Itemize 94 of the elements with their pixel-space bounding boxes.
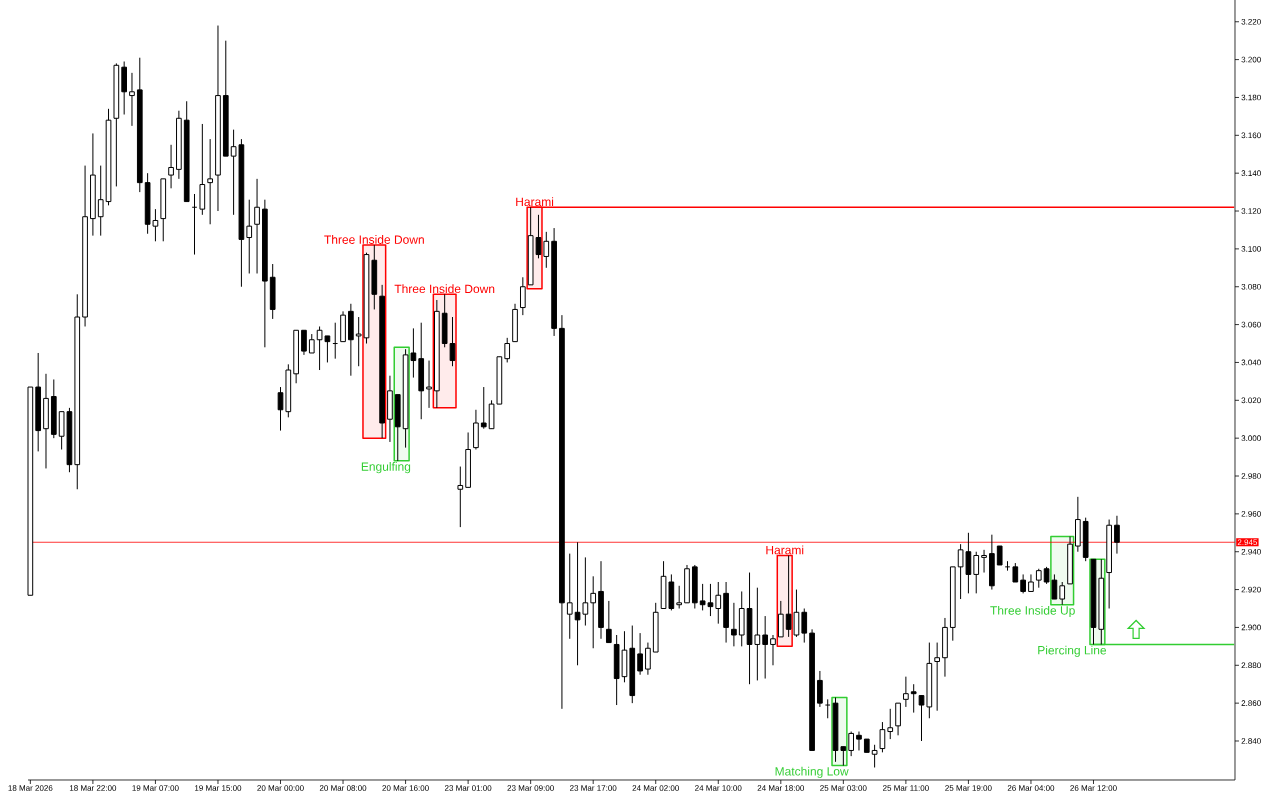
y-tick-label: 2.920 (1241, 586, 1261, 593)
y-tick-label: 3.020 (1241, 397, 1261, 404)
y-tick-label: 3.100 (1241, 246, 1261, 252)
y-tick-label: 3.160 (1241, 132, 1261, 139)
candlestick (254, 178, 260, 274)
candlestick (770, 634, 776, 666)
candlestick (191, 193, 198, 256)
x-tick-label: 23 Mar 17:00 (570, 785, 617, 791)
candlestick (566, 553, 573, 640)
candlestick (715, 581, 722, 625)
y-tick-label: 3.200 (1241, 56, 1261, 63)
x-tick-label: 26 Mar 04:00 (1007, 785, 1055, 791)
legend-label: Three Inside Down (394, 284, 495, 294)
candlestick (879, 721, 886, 753)
y-tick-label: 2.880 (1241, 662, 1261, 669)
y-tick-label: 2.860 (1241, 700, 1261, 706)
candlestick (1020, 573, 1026, 594)
candlestick (777, 600, 784, 638)
y-tick-label: 3.220 (1241, 18, 1261, 25)
candlestick (801, 608, 808, 644)
legend-label: Harami (766, 545, 804, 555)
x-tick-label: 20 Mar 08:00 (319, 785, 367, 791)
x-tick-label: 23 Mar 01:00 (444, 785, 492, 791)
y-tick-label: 3.120 (1241, 208, 1261, 214)
candlestick (1114, 515, 1120, 555)
candlestick (856, 731, 862, 751)
x-tick-label: 24 Mar 18:00 (757, 785, 805, 791)
y-tick-label: 3.040 (1241, 359, 1261, 366)
candlestick (645, 642, 651, 676)
x-tick-label: 18 Mar 2026 (8, 785, 53, 791)
series-label: Harami (516, 197, 554, 207)
x-tick-label: 18 Mar 22:00 (69, 785, 117, 791)
x-tick-label: 25 Mar 11:00 (883, 785, 929, 791)
y-tick-label: 2.960 (1241, 511, 1261, 517)
candlestick (848, 731, 854, 757)
legend-label: Three Inside Down (324, 235, 424, 244)
x-tick-label: 23 Mar 09:00 (507, 785, 554, 791)
candlestick (824, 698, 831, 719)
candlestick (332, 322, 339, 360)
candlestick (543, 231, 550, 269)
candlestick (903, 676, 909, 708)
series-label: Piercing Line (1038, 645, 1107, 657)
y-tick-label: 2.840 (1241, 738, 1261, 744)
candlestick (519, 276, 526, 316)
candlestick (168, 144, 174, 189)
candlestick (426, 360, 432, 409)
legend-label: Matching Low (775, 766, 849, 778)
candlestick (308, 333, 315, 354)
candlestick (457, 466, 464, 528)
candlestick (887, 708, 894, 740)
y-tick-label: 3.080 (1241, 283, 1261, 290)
y-tick-label: 2.980 (1241, 473, 1261, 479)
x-tick-label: 24 Mar 02:00 (632, 785, 679, 791)
y-tick-label: 2.900 (1241, 624, 1261, 631)
legend-label: Three Inside Up (990, 605, 1075, 618)
legend-label: Engulfing (361, 462, 411, 474)
candlestick (871, 744, 878, 768)
candlestick (207, 138, 213, 225)
candlestick (590, 575, 597, 649)
y-tick-label: 3.140 (1241, 170, 1261, 177)
x-tick-label: 19 Mar 07:00 (132, 785, 179, 791)
y-tick-label: 2.940 (1241, 548, 1261, 555)
candlestick (637, 632, 643, 676)
ref-line-label: 2.945 (1237, 539, 1258, 546)
candlestick (504, 337, 511, 363)
x-tick-label: 20 Mar 00:00 (257, 785, 304, 791)
candlestick (817, 670, 823, 708)
candlestick (910, 683, 917, 714)
candlestick (895, 702, 901, 736)
x-tick-label: 20 Mar 16:00 (382, 785, 429, 791)
x-tick-label: 25 Mar 19:00 (945, 785, 992, 791)
candlestick (1059, 581, 1066, 606)
candlestick (480, 386, 487, 430)
y-tick-label: 3.180 (1241, 94, 1261, 101)
candlestick (97, 165, 104, 237)
candlestick (731, 602, 737, 647)
candlestick (1012, 562, 1019, 583)
x-tick-label: 26 Mar 12:00 (1070, 785, 1117, 791)
candlestick (246, 199, 253, 274)
candlestick (605, 600, 612, 644)
candlestick (973, 551, 980, 594)
y-tick-label: 3.060 (1241, 321, 1261, 328)
candlestick (301, 329, 307, 356)
candlestick (996, 545, 1003, 566)
candlestick (129, 72, 135, 127)
candlestick (1035, 568, 1042, 589)
x-tick-label: 24 Mar 10:00 (695, 785, 742, 791)
candlestick (981, 549, 987, 574)
candlestick (762, 615, 769, 680)
x-tick-label: 25 Mar 03:00 (820, 785, 867, 791)
candlestick (676, 585, 683, 609)
x-tick-label: 19 Mar 15:00 (195, 785, 242, 791)
y-tick-label: 3.000 (1241, 435, 1261, 441)
candlestick (934, 642, 940, 712)
